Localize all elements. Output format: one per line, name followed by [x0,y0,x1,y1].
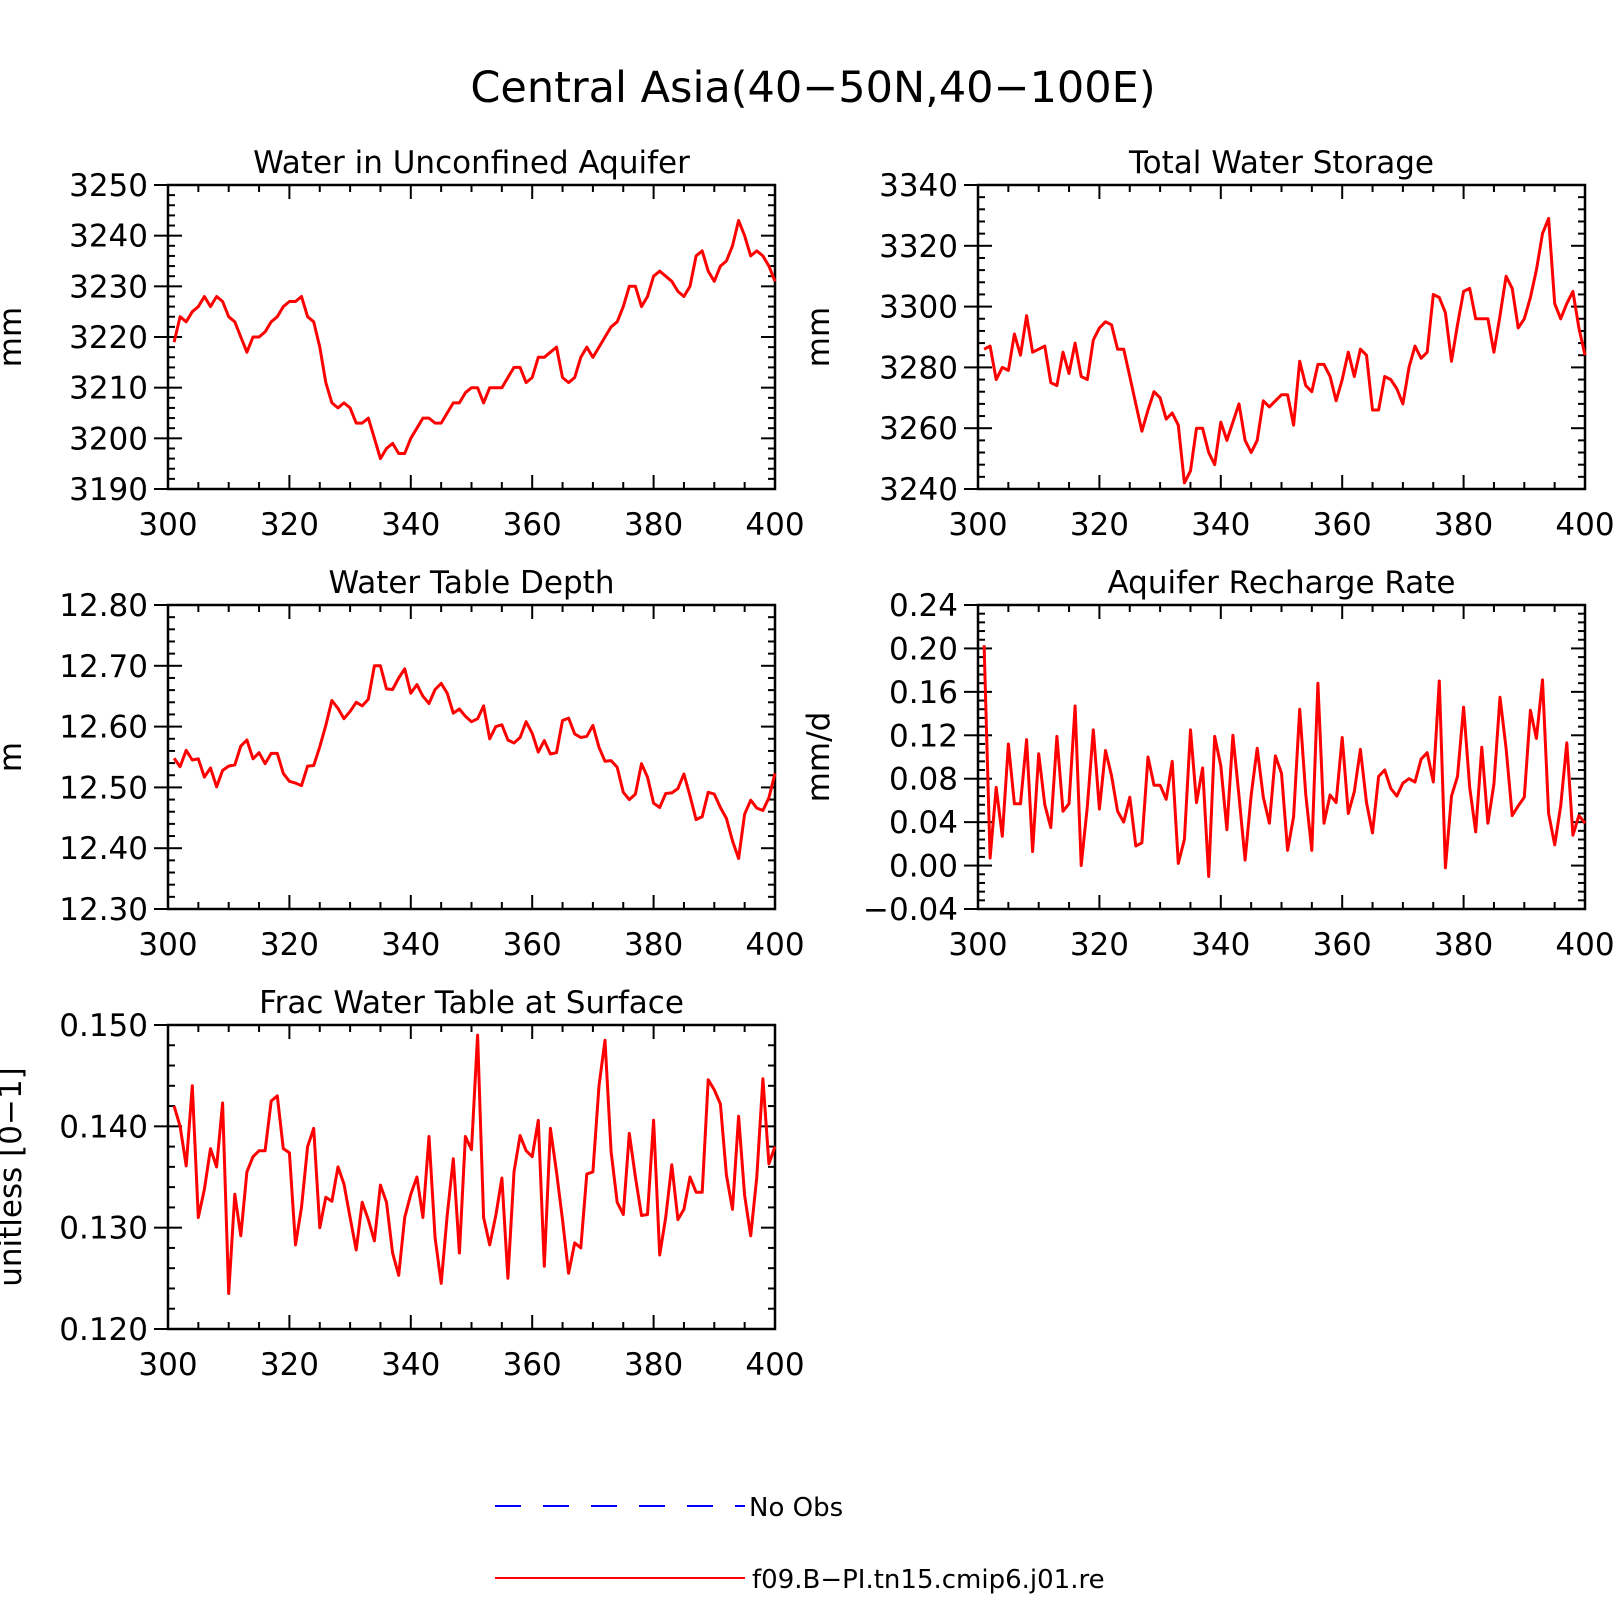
series-line [172,219,777,461]
x-tick-label: 340 [381,927,440,963]
y-tick-label: 12.70 [59,649,148,685]
y-tick-label: 0.00 [889,849,958,885]
y-tick-label: 3240 [879,472,958,508]
y-tick-label: 3260 [879,411,958,447]
x-tick-label: 380 [624,927,683,963]
y-tick-label: 0.130 [59,1211,148,1247]
y-tick-label: 3340 [879,168,958,204]
y-axis-label: m [0,742,29,772]
x-tick-label: 400 [745,1347,804,1383]
y-tick-label: 0.12 [889,718,958,754]
y-tick-label: 0.20 [889,631,958,667]
y-tick-label: 3240 [69,219,148,255]
series-line [983,216,1587,485]
y-axis-label: mm/d [801,712,837,803]
x-tick-label: 340 [1191,507,1250,543]
legend: No Obs f09.B−PI.tn15.cmip6.j01.re [495,1493,1105,1595]
panel-5: Frac Water Table at Surface 300 320 340 360 3… [0,985,805,1383]
x-tick-label: 340 [381,1347,440,1383]
x-tick-label: 300 [948,927,1007,963]
x-tick-label: 400 [1555,927,1614,963]
y-tick-label: 0.24 [889,588,958,624]
y-tick-label: 12.80 [59,588,148,624]
y-tick-label: 12.40 [59,831,148,867]
x-tick-label: 380 [1434,927,1493,963]
y-tick-label: 3300 [879,290,958,326]
series-line [982,645,1587,878]
x-tick-label: 300 [138,927,197,963]
y-tick-label: 3220 [69,320,148,356]
panel-title: Frac Water Table at Surface [259,985,684,1021]
y-axis-label: mm [801,307,837,367]
legend-model-label: f09.B−PI.tn15.cmip6.j01.re [752,1565,1105,1595]
plot-frame [166,603,777,911]
y-tick-label: 3190 [69,472,148,508]
series-line [172,1033,777,1295]
x-tick-label: 400 [1555,507,1614,543]
y-axis-label: unitless [0−1] [0,1067,29,1287]
panel-2: Total Water Storage 300 320 340 360 380 400 324… [801,145,1615,543]
y-axis-label: mm [0,307,29,367]
x-tick-label: 320 [260,507,319,543]
y-tick-label: 3230 [69,269,148,305]
y-tick-label: 3320 [879,229,958,265]
series-line [172,664,777,860]
plot-frame [166,1023,777,1331]
x-tick-label: 380 [1434,507,1493,543]
x-tick-label: 320 [1070,927,1129,963]
x-tick-label: 300 [138,507,197,543]
plot-frame [976,183,1587,491]
x-tick-label: 400 [745,927,804,963]
panels: Water in Unconfined Aquifer 300 320 340 360 3… [0,145,1615,1383]
x-tick-label: 340 [381,507,440,543]
panel-4: Aquifer Recharge Rate 300 320 340 360 380 400 −… [801,565,1615,963]
y-tick-label: 12.60 [59,710,148,746]
x-tick-label: 360 [1313,927,1372,963]
plot-frame [976,603,1587,911]
x-tick-label: 320 [260,1347,319,1383]
y-tick-label: 12.50 [59,770,148,806]
x-tick-label: 300 [138,1347,197,1383]
y-tick-label: 3200 [69,421,148,457]
y-tick-label: 3280 [879,350,958,386]
y-tick-label: 12.30 [59,892,148,928]
panel-title: Aquifer Recharge Rate [1108,565,1456,601]
x-tick-label: 340 [1191,927,1250,963]
panel-3: Water Table Depth 300 320 340 360 380 400 12.30… [0,565,805,963]
x-tick-label: 400 [745,507,804,543]
y-tick-label: 0.140 [59,1109,148,1145]
panel-title: Water in Unconfined Aquifer [253,145,690,181]
y-tick-label: 3210 [69,371,148,407]
x-tick-label: 360 [503,927,562,963]
x-tick-label: 320 [1070,507,1129,543]
x-tick-label: 360 [503,1347,562,1383]
panel-title: Water Table Depth [329,565,615,601]
x-tick-label: 300 [948,507,1007,543]
x-tick-label: 360 [1313,507,1372,543]
panel-1: Water in Unconfined Aquifer 300 320 340 360 3… [0,145,805,543]
panel-title: Total Water Storage [1128,145,1434,181]
y-tick-label: 0.150 [59,1008,148,1044]
x-tick-label: 320 [260,927,319,963]
legend-no-obs-label: No Obs [749,1493,843,1523]
y-tick-label: 0.08 [889,762,958,798]
y-tick-label: 3250 [69,168,148,204]
x-tick-label: 360 [503,507,562,543]
x-tick-label: 380 [624,1347,683,1383]
y-tick-label: 0.120 [59,1312,148,1348]
x-tick-label: 380 [624,507,683,543]
y-tick-label: −0.04 [863,892,958,928]
figure-title: Central Asia(40−50N,40−100E) [470,63,1155,113]
y-tick-label: 0.04 [889,805,958,841]
y-tick-label: 0.16 [889,675,958,711]
